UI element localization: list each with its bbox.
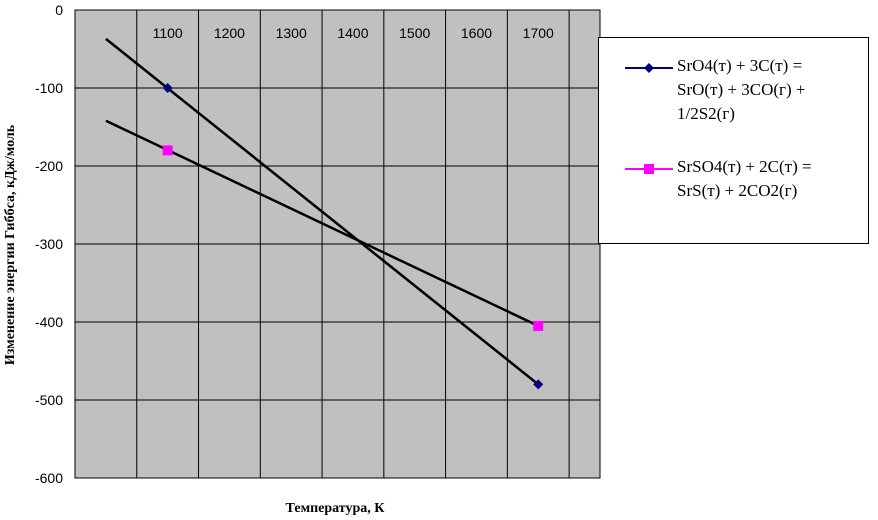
trendline-series-1 [105, 37, 540, 386]
data-point-series-2 [533, 320, 544, 331]
y-axis-ticks: 0 -100 -200 -300 -400 -500 -600 [35, 2, 63, 486]
data-point-series-2 [162, 145, 173, 156]
y-tick-label: -500 [35, 392, 63, 408]
x-axis-title: Температура, К [286, 501, 386, 516]
legend-label-series-1: SrO4(т) + 3C(т) = SrO(т) + 3CO(г) + 1/2S… [677, 56, 806, 123]
grid-lines [75, 9, 600, 479]
x-tick-label: 1100 [153, 25, 183, 41]
x-tick-label: 1700 [523, 25, 554, 41]
data-point-series-1 [533, 379, 544, 390]
x-tick-label: 1600 [461, 25, 492, 41]
trendline-series-2 [105, 119, 539, 328]
y-axis-title: Изменение энергии Гиббса, кДж/моль [3, 124, 18, 365]
legend: SrO4(т) + 3C(т) = SrO(т) + 3CO(г) + 1/2S… [598, 37, 869, 244]
y-tick-label: -100 [35, 80, 63, 96]
data-markers [162, 83, 544, 390]
legend-key-diamond [625, 63, 673, 73]
x-tick-label: 1300 [276, 25, 307, 41]
y-tick-label: -600 [35, 470, 63, 486]
x-tick-label: 1500 [399, 25, 430, 41]
y-tick-label: 0 [55, 2, 63, 18]
x-tick-label: 1200 [214, 25, 245, 41]
x-axis-ticks: 1100 1200 1300 1400 1500 1600 1700 [153, 25, 554, 41]
legend-key-square [625, 164, 673, 174]
y-tick-label: -400 [35, 314, 63, 330]
y-tick-label: -200 [35, 158, 63, 174]
data-point-series-1 [162, 83, 173, 93]
y-tick-label: -300 [35, 236, 63, 252]
x-tick-label: 1400 [337, 25, 368, 41]
legend-label-series-2: SrSO4(т) + 2C(т) = SrS(т) + 2CO2(г) [677, 157, 812, 200]
trendlines [105, 37, 540, 386]
